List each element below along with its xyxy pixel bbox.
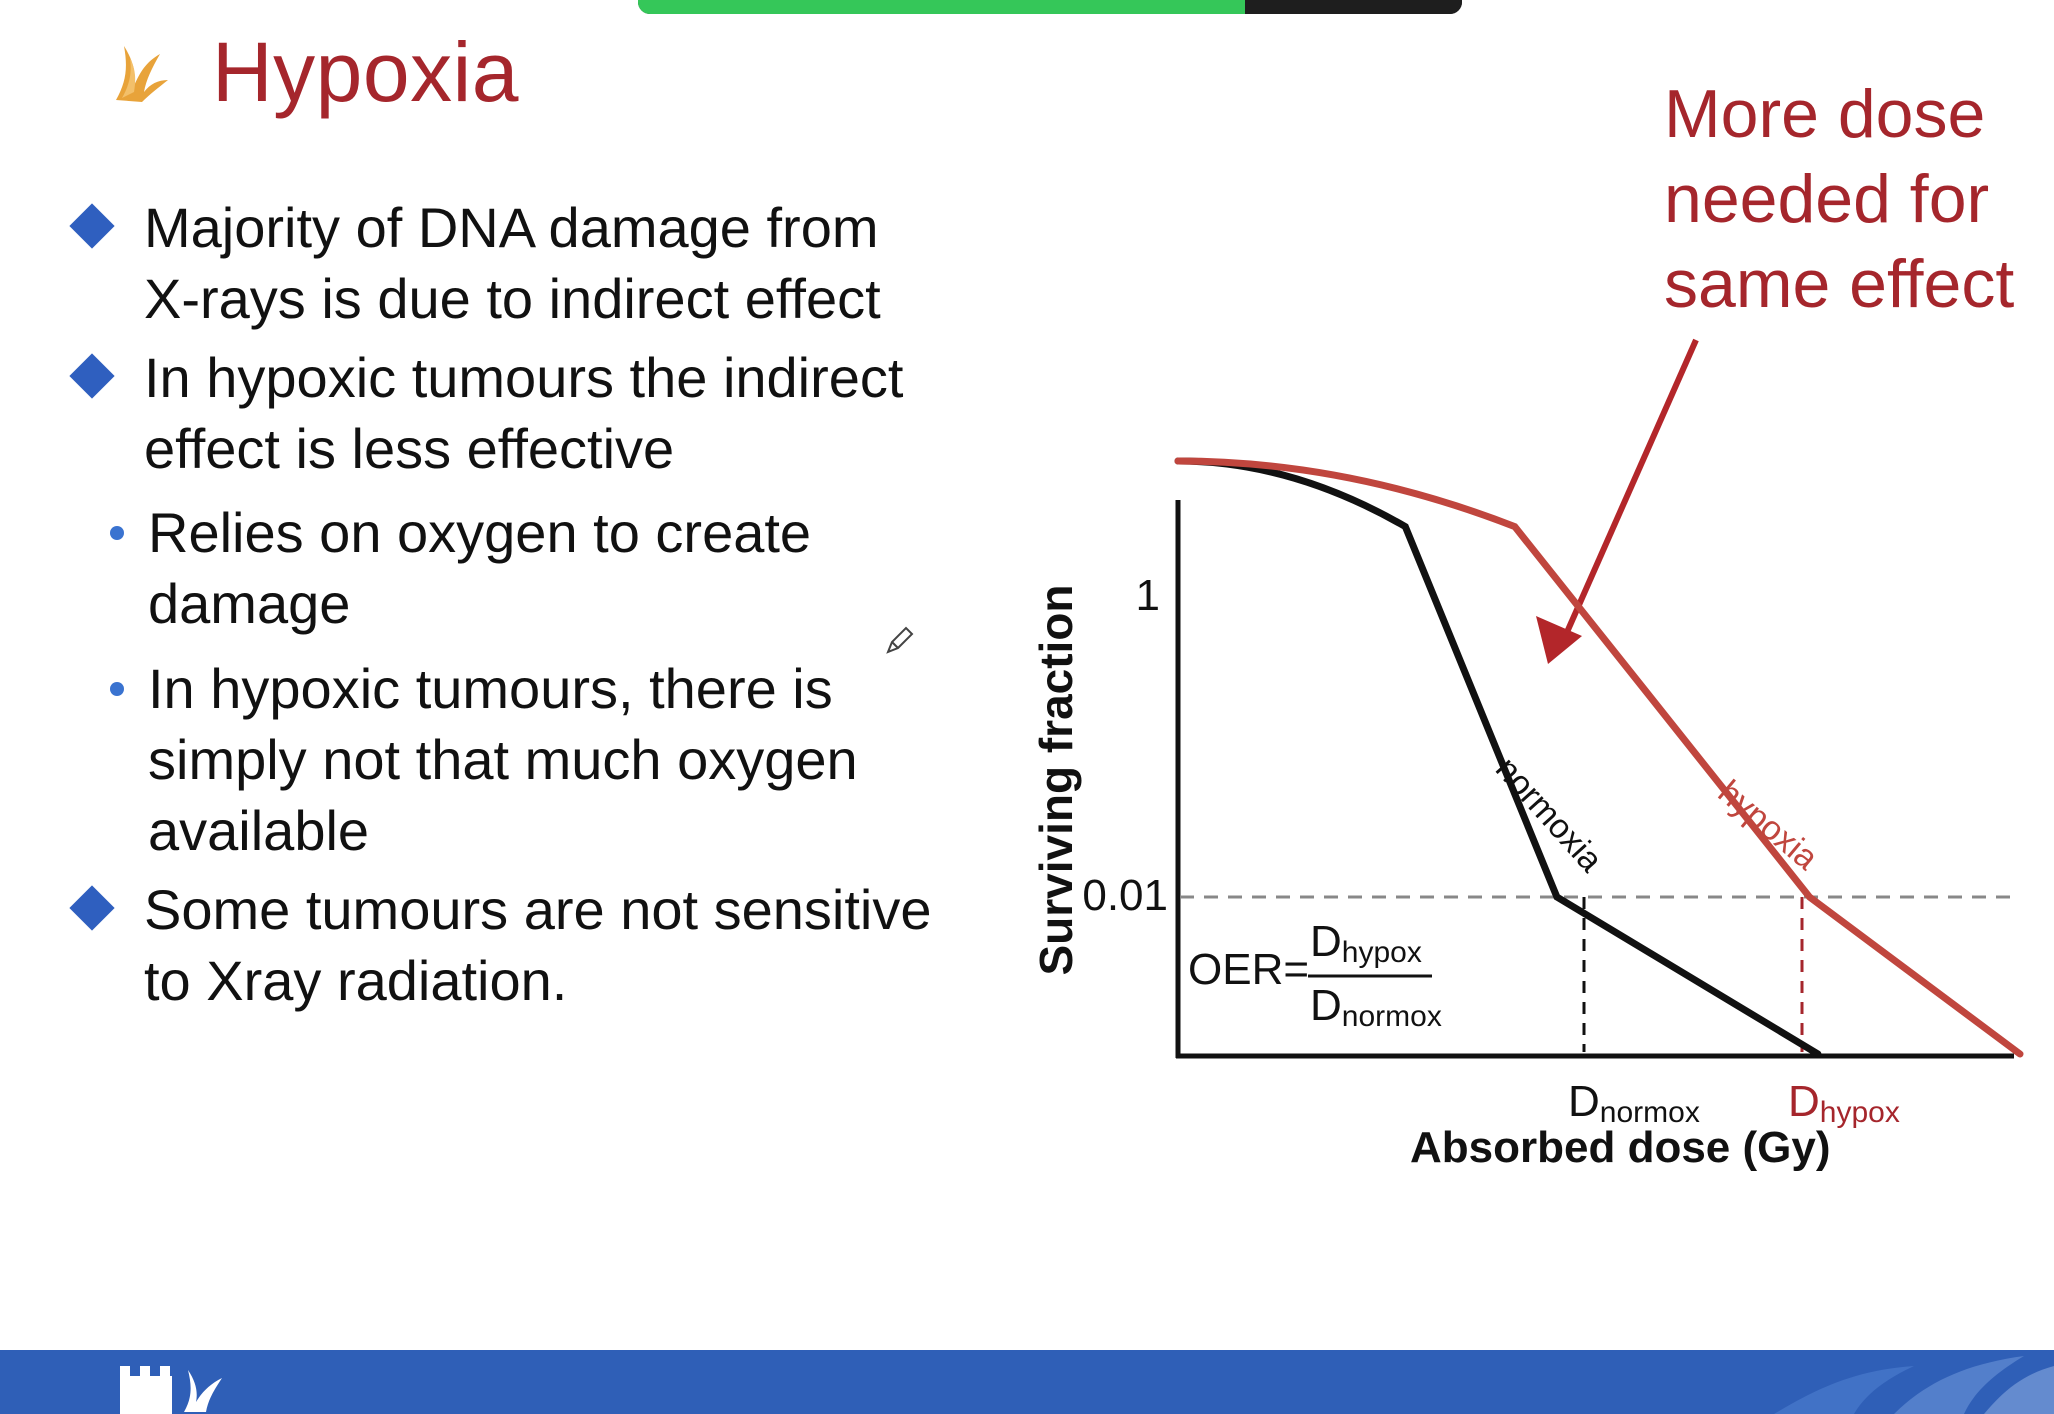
annotation-line: More dose: [1664, 76, 1986, 152]
bullet-line: damage: [148, 572, 351, 635]
annotation-line: same effect: [1664, 246, 2015, 322]
bullet-line: Majority of DNA damage from: [144, 196, 879, 259]
bullet-line: In hypoxic tumours, there is: [148, 657, 833, 720]
slide-title: Hypoxia: [212, 25, 519, 119]
bullet-item: Majority of DNA damage from X-rays is du…: [144, 192, 881, 334]
series-layer: [1174, 457, 2024, 1058]
footer-decoration-icon: [1774, 1356, 2054, 1414]
x-axis-label: Absorbed dose (Gy): [1410, 1123, 1831, 1172]
annotation-text: More dose needed for same effect: [1664, 72, 2014, 327]
oer-numerator: Dhypox: [1310, 917, 1422, 969]
bullet-line: to Xray radiation.: [144, 949, 568, 1012]
screen-share-bar[interactable]: [638, 0, 1462, 14]
footer-bar: [0, 1350, 2054, 1414]
bullet-diamond-icon: [69, 203, 115, 249]
annotation-line: needed for: [1664, 161, 1990, 237]
series-line-normoxia: [1174, 457, 1822, 1058]
share-status-dark[interactable]: [1245, 0, 1462, 14]
bullet-diamond-icon: [69, 885, 115, 931]
bullet-line: effect is less effective: [144, 417, 675, 480]
oer-denominator: Dnormox: [1310, 981, 1442, 1033]
bullet-item: Some tumours are not sensitive to Xray r…: [144, 874, 931, 1016]
bullet-line: available: [148, 799, 370, 862]
share-status-green[interactable]: [638, 0, 1245, 14]
annotation-arrow: [1557, 338, 1699, 650]
bullet-line: X-rays is due to indirect effect: [144, 267, 881, 330]
y-axis-label: Surviving fraction: [1030, 584, 1082, 975]
y-tick-label: 1: [1136, 571, 1160, 620]
sub-bullet-item: In hypoxic tumours, there is simply not …: [148, 653, 858, 866]
footer-castle-logo-icon: [120, 1366, 222, 1414]
oer-formula: OER= Dhypox Dnormox: [1188, 917, 1442, 1033]
series-line-hypoxia: [1174, 457, 2024, 1058]
bullet-diamond-icon: [69, 353, 115, 399]
sub-bullet-dot-icon: [110, 526, 124, 540]
oer-lhs: OER=: [1188, 945, 1309, 994]
x-marker-dhypox: Dhypox: [1788, 1077, 1900, 1129]
annotation-arrowhead-icon: [1536, 616, 1582, 664]
survival-curve-chart: Surviving fraction Absorbed dose (Gy) 1 …: [1030, 338, 2024, 1172]
y-tick-label: 0.01: [1082, 871, 1168, 920]
bullet-line: Some tumours are not sensitive: [144, 878, 932, 941]
bullet-line: In hypoxic tumours the indirect: [144, 346, 904, 409]
sub-bullet-item: Relies on oxygen to create damage: [148, 497, 811, 639]
sub-bullet-dot-icon: [110, 682, 124, 696]
bullet-item: In hypoxic tumours the indirect effect i…: [144, 342, 903, 484]
pencil-cursor-icon: [886, 626, 914, 654]
bullet-line: simply not that much oxygen: [148, 728, 858, 791]
bullet-line: Relies on oxygen to create: [148, 501, 812, 564]
series-label-hypoxia: hypoxia: [1711, 773, 1825, 877]
university-flame-logo-icon: [116, 46, 168, 102]
series-label-normoxia: normoxia: [1488, 750, 1610, 879]
x-marker-dnormox: Dnormox: [1568, 1077, 1700, 1129]
